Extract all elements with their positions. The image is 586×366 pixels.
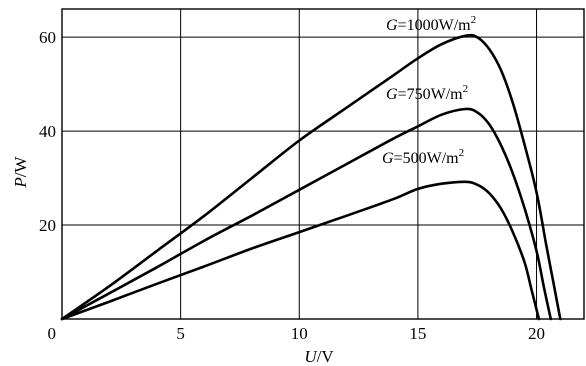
series-line <box>60 33 562 321</box>
x-tick-label: 10 <box>291 324 308 343</box>
tick-labels: 5 10 15 20 20 40 60 <box>39 28 545 343</box>
y-axis-variable: P <box>11 177 30 188</box>
y-axis-unit: /W <box>11 155 30 177</box>
series-line <box>60 180 541 321</box>
grid <box>62 9 584 319</box>
x-tick-label: 15 <box>409 324 426 343</box>
series-label: G=500W/m2 <box>382 147 464 167</box>
plot-frame <box>61 8 585 320</box>
x-axis-label: U/V <box>304 347 334 366</box>
series-label: G=750W/m2 <box>386 83 468 103</box>
y-axis-label: P/W <box>11 155 30 188</box>
origin-label: 0 <box>48 324 57 343</box>
y-tick-label: 40 <box>39 122 56 141</box>
y-tick-label: 20 <box>39 216 56 235</box>
series-line <box>60 107 553 321</box>
x-axis-variable: U <box>304 347 318 366</box>
series-labels: G=1000W/m2 G=750W/m2 G=500W/m2 <box>382 14 476 167</box>
x-axis-unit: /V <box>317 347 335 366</box>
x-tick-label: 5 <box>176 324 185 343</box>
x-tick-label: 20 <box>528 324 545 343</box>
y-tick-label: 60 <box>39 28 56 47</box>
series-label: G=1000W/m2 <box>386 14 476 34</box>
series-curves <box>60 33 562 321</box>
